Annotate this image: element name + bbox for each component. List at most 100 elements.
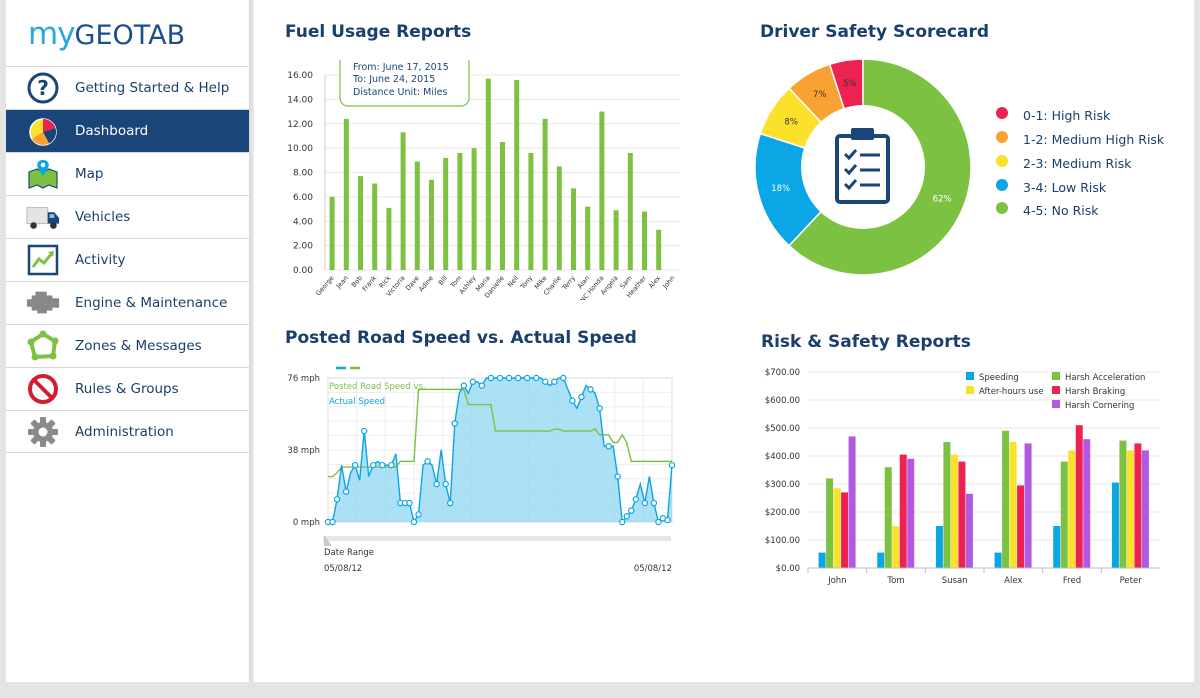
- risk-bar: [994, 552, 1002, 568]
- actual-speed-point: [388, 461, 395, 469]
- engine-icon: [26, 287, 60, 319]
- sidebar-nav: ? Getting Started & Help Dashboard Map: [6, 66, 249, 453]
- legend-swatch-low-risk: [996, 179, 1008, 191]
- tooltip-unit: Distance Unit: Miles: [353, 87, 447, 98]
- legend-swatch-medium-risk: [996, 155, 1008, 167]
- date-range-handle[interactable]: [324, 535, 332, 546]
- fuel-bar: [627, 153, 633, 270]
- actual-speed-point: [505, 374, 513, 382]
- actual-speed-point: [433, 480, 440, 488]
- svg-text:?: ?: [37, 76, 49, 100]
- fuel-bar: [372, 183, 378, 270]
- donut-hole: [801, 105, 925, 229]
- actual-speed-point: [623, 513, 630, 520]
- actual-speed-point: [487, 374, 495, 382]
- actual-speed-point: [655, 518, 662, 526]
- legend-swatch-high-risk: [996, 107, 1008, 119]
- risk-bar: [848, 436, 856, 568]
- fuel-bar: [528, 153, 534, 270]
- risk-bar: [1017, 485, 1025, 568]
- sidebar-item-engine[interactable]: Engine & Maintenance: [6, 281, 249, 324]
- risk-legend-label: Harsh Acceleration: [1065, 373, 1145, 383]
- actual-speed-point: [619, 518, 626, 526]
- risk-bar: [1119, 440, 1127, 568]
- risk-bar: [826, 478, 834, 568]
- fuel-usage-title: Fuel Usage Reports: [285, 22, 472, 42]
- fuel-bar: [400, 132, 406, 270]
- safety-scorecard-title: Driver Safety Scorecard: [760, 22, 990, 42]
- sidebar-item-zones[interactable]: Zones & Messages: [6, 324, 249, 367]
- safety-donut-chart: 5% 7% 8% 18% 62%: [754, 58, 972, 276]
- fuel-x-label: Terry: [560, 274, 577, 292]
- clipboard-checklist-icon: [835, 128, 890, 204]
- date-range-track[interactable]: [323, 536, 671, 541]
- actual-speed-point: [551, 378, 558, 385]
- sidebar-item-dashboard[interactable]: Dashboard: [6, 109, 249, 152]
- fuel-bar: [571, 188, 576, 270]
- actual-speed-point: [424, 458, 431, 465]
- fuel-x-label: George: [314, 274, 335, 297]
- fuel-bar: [585, 206, 591, 270]
- fuel-y-tick: 16.00: [287, 71, 313, 81]
- risk-bar: [1141, 450, 1149, 568]
- truck-icon: [26, 201, 60, 233]
- sidebar-item-administration[interactable]: Administration: [6, 410, 249, 453]
- sidebar-item-getting-started[interactable]: ? Getting Started & Help: [6, 66, 249, 109]
- donut-slice-label: 8%: [784, 117, 798, 127]
- risk-bar: [1060, 461, 1068, 568]
- risk-legend-swatch: [1052, 386, 1060, 394]
- legend-no-risk: 4-5: No Risk: [1023, 203, 1099, 218]
- sidebar: myGEOTAB ? Getting Started & Help Dashbo…: [6, 0, 249, 682]
- gear-icon: [26, 416, 60, 448]
- actual-speed-point: [329, 518, 336, 526]
- risk-bar: [1075, 425, 1083, 568]
- legend-swatch-medium-high-risk: [996, 131, 1008, 143]
- risk-legend-label: Speeding: [979, 373, 1019, 383]
- sidebar-item-label: Rules & Groups: [75, 381, 179, 397]
- actual-speed-point: [469, 378, 477, 385]
- risk-bar: [1083, 439, 1091, 568]
- risk-y-tick: $200.00: [765, 508, 800, 518]
- fuel-x-label: Frank: [361, 274, 379, 293]
- fuel-bar: [542, 118, 548, 270]
- sidebar-item-activity[interactable]: Activity: [6, 238, 249, 281]
- actual-speed-point: [333, 496, 341, 503]
- risk-bar: [1111, 482, 1119, 568]
- risk-bar: [935, 526, 943, 568]
- date-range-start: 05/08/12: [324, 564, 362, 574]
- risk-legend-label: Harsh Cornering: [1065, 401, 1134, 411]
- mygeotab-logo[interactable]: myGEOTAB: [28, 16, 228, 52]
- actual-speed-point: [523, 374, 531, 382]
- sidebar-item-rules[interactable]: Rules & Groups: [6, 367, 249, 410]
- donut-slice-label: 7%: [813, 90, 827, 100]
- legend-posted-road-speed: Posted Road Speed vs.: [329, 382, 426, 392]
- fuel-bar: [514, 79, 520, 270]
- no-entry-icon: [26, 373, 60, 405]
- risk-bar: [958, 461, 966, 568]
- speed-area-chart: 0 mph 38 mph 76 mph Posted Road Speed vs. …: [287, 366, 676, 574]
- risk-y-tick: $700.00: [765, 368, 800, 378]
- risk-bar: [818, 552, 826, 568]
- date-range-slider[interactable]: [323, 535, 671, 546]
- risk-bar: [833, 488, 841, 568]
- risk-x-label: Tom: [886, 576, 904, 586]
- activity-chart-icon: [26, 244, 60, 276]
- fuel-x-label: Adine: [417, 274, 435, 293]
- risk-bar: [884, 467, 892, 568]
- sidebar-item-vehicles[interactable]: Vehicles: [6, 195, 249, 238]
- speed-y-tick: 38 mph: [287, 446, 320, 456]
- fuel-bar: [599, 111, 605, 270]
- actual-speed-point: [596, 405, 603, 412]
- fuel-bar: [443, 157, 449, 270]
- fuel-bar: [642, 211, 647, 270]
- sidebar-item-label: Zones & Messages: [75, 338, 202, 354]
- fuel-bar: [343, 118, 349, 270]
- sidebar-item-map[interactable]: Map: [6, 152, 249, 195]
- legend-actual-speed: Actual Speed: [329, 397, 385, 407]
- actual-speed-point: [560, 374, 567, 382]
- risk-legend-label: Harsh Braking: [1065, 387, 1125, 397]
- actual-speed-point: [614, 473, 621, 480]
- actual-speed-point: [514, 374, 522, 382]
- risk-x-label: Fred: [1063, 576, 1081, 586]
- fuel-bar: [358, 176, 363, 270]
